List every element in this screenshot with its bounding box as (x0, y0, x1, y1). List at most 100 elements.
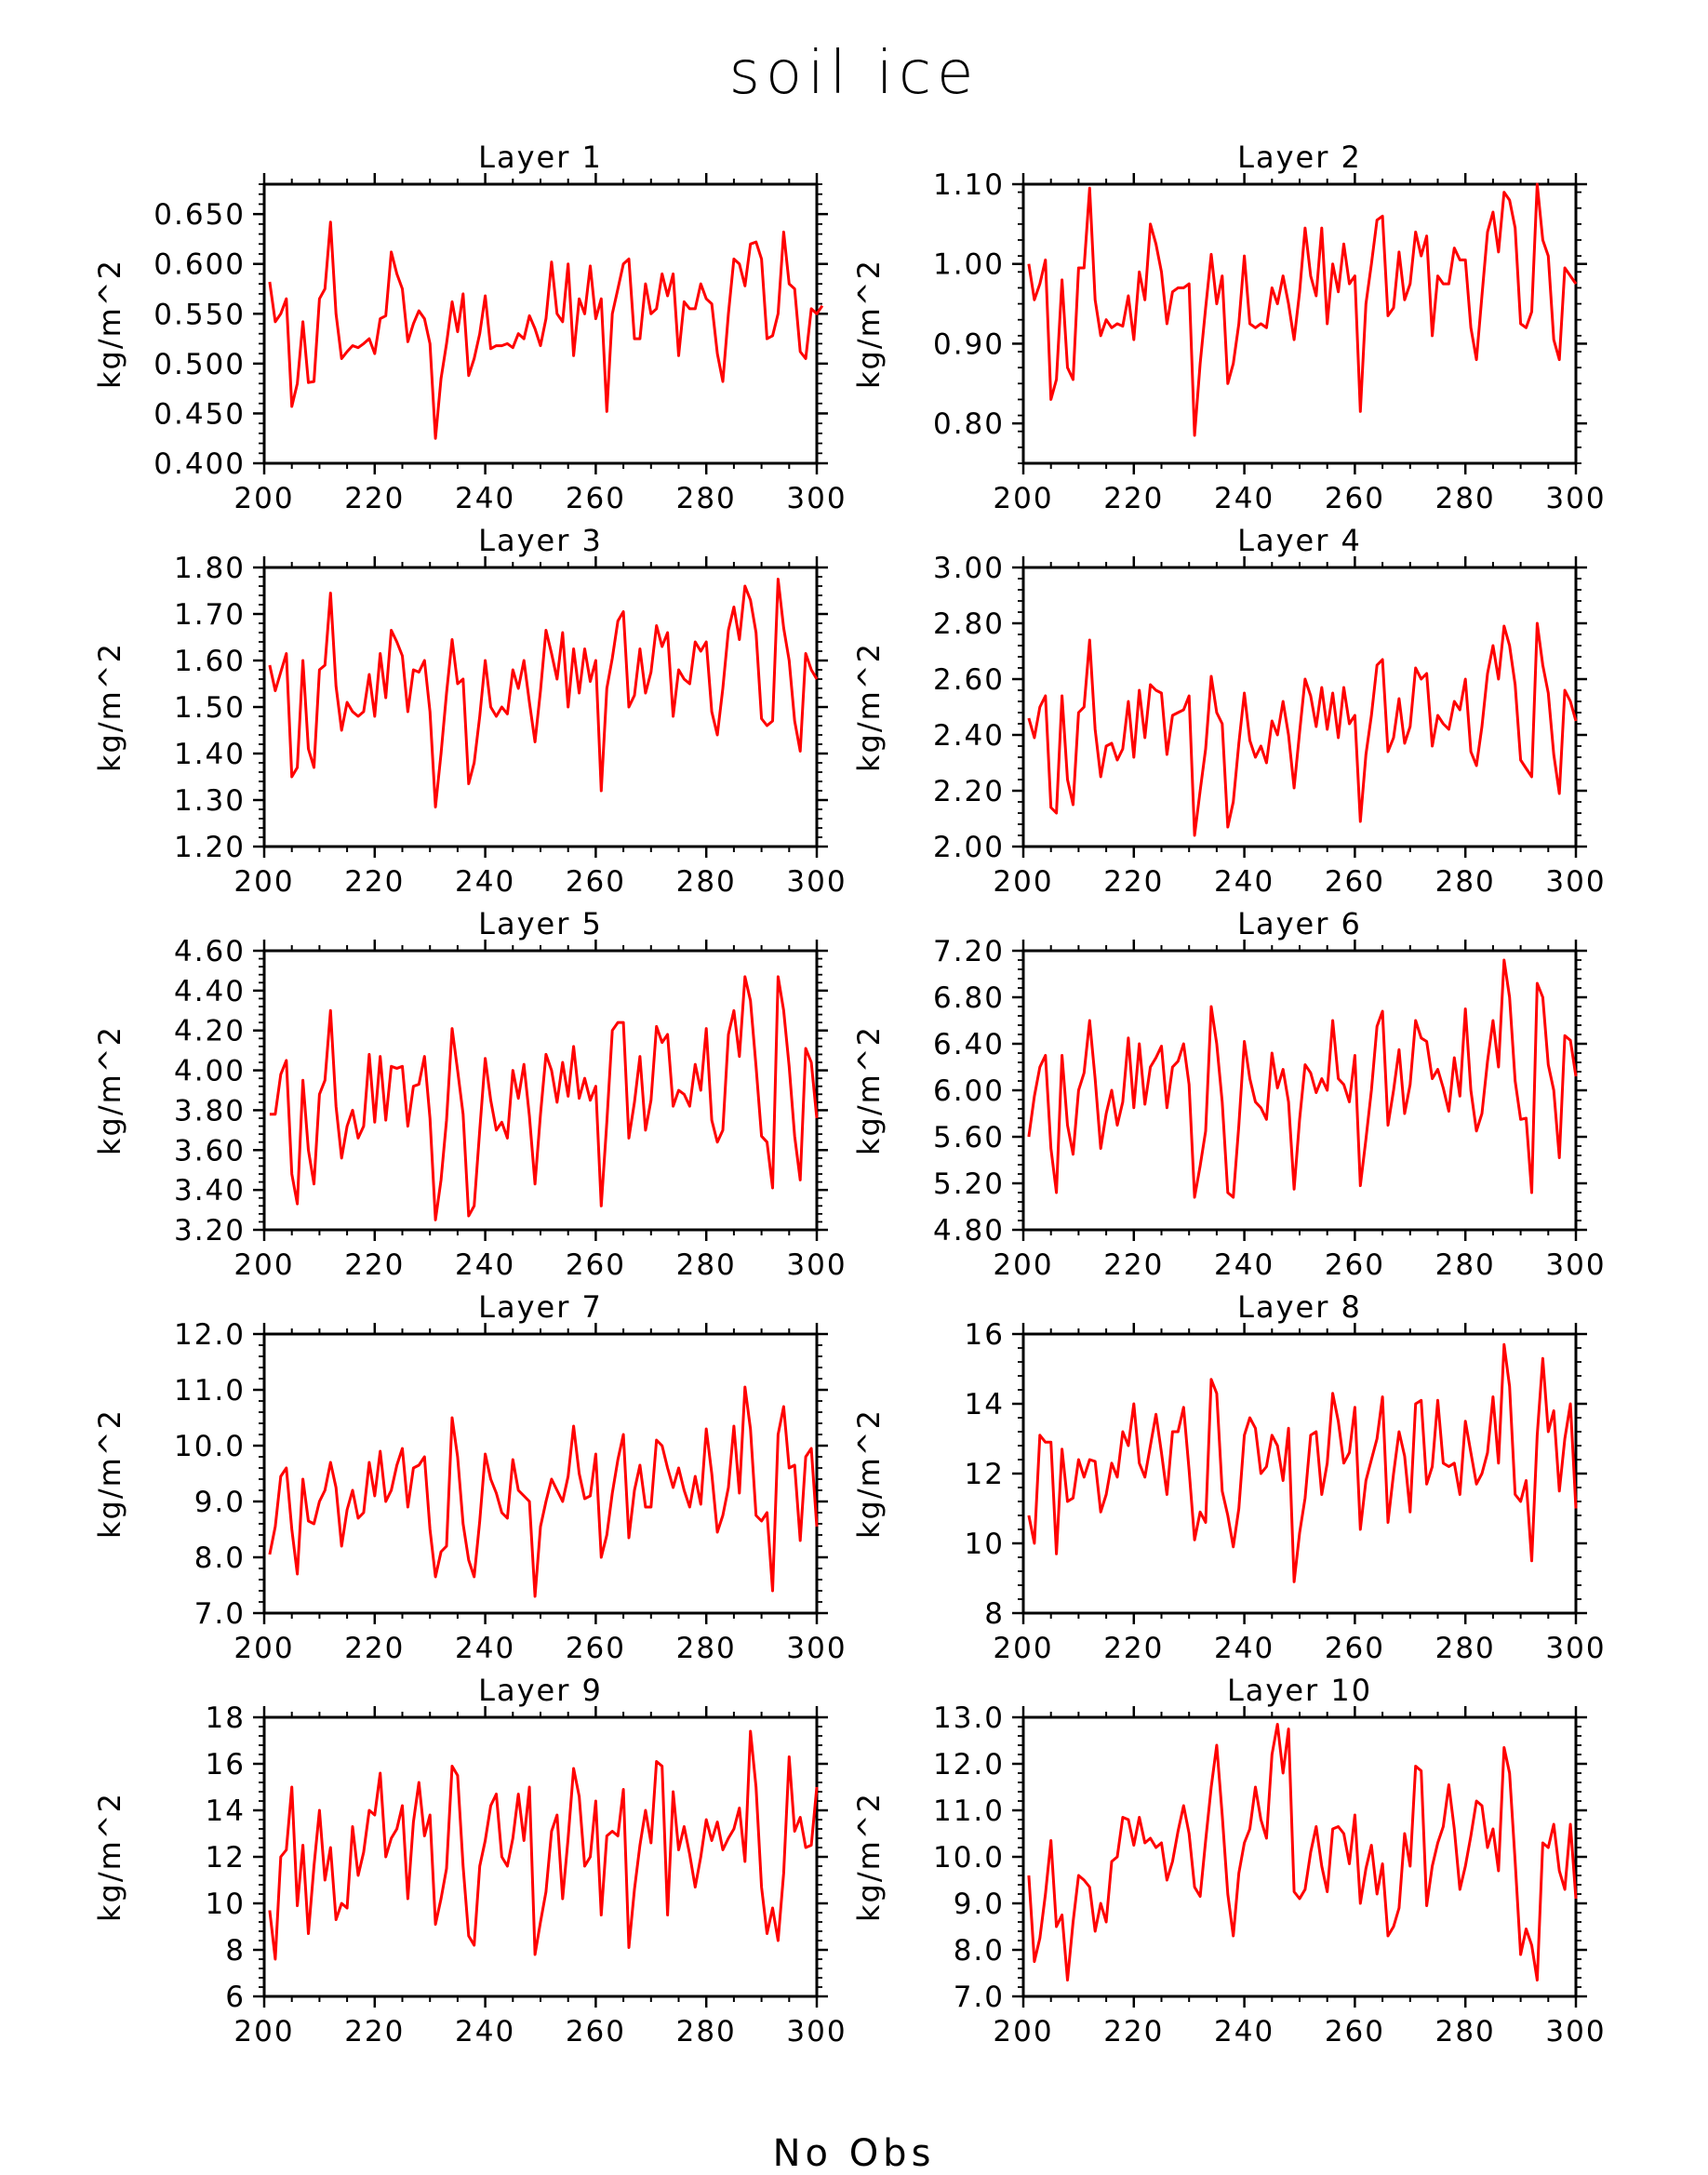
y-tick-label: 12.0 (933, 1748, 1005, 1781)
y-tick-label: 10.0 (933, 1841, 1005, 1875)
panel-7: Layer 7 200 220 240 260 280 300 7.0 8.0 9.0 10.0 11… (92, 1289, 847, 1665)
y-axis-label: kg/m^2 (851, 642, 887, 772)
plot-frame (1021, 1332, 1578, 1615)
y-tick-label: 9.0 (954, 1888, 1005, 1921)
series-line (1027, 958, 1578, 1199)
y-tick-label: 10 (206, 1888, 246, 1921)
x-tick-label: 240 (1214, 865, 1274, 899)
y-tick-label: 18 (206, 1701, 246, 1735)
y-axis-label: kg/m^2 (851, 1408, 887, 1539)
y-tick-label: 0.400 (153, 447, 246, 481)
panel-title: Layer 7 (478, 1289, 603, 1325)
x-tick-label: 240 (1214, 2015, 1274, 2048)
plot-frame (1021, 949, 1578, 1232)
y-tick-label: 4.60 (174, 935, 246, 968)
x-tick-label: 260 (566, 2015, 626, 2048)
y-tick-label: 4.20 (174, 1015, 246, 1048)
y-tick-label: 1.20 (174, 831, 246, 864)
panel-title: Layer 9 (478, 1673, 603, 1708)
y-tick-label: 16 (965, 1318, 1005, 1352)
y-tick-label: 3.20 (174, 1214, 246, 1248)
x-tick-label: 260 (566, 482, 626, 515)
y-tick-label: 2.00 (933, 831, 1005, 864)
series-line (268, 578, 819, 808)
plot-frame (262, 949, 819, 1232)
y-tick-label: 7.0 (194, 1597, 246, 1631)
x-tick-label: 220 (344, 2015, 405, 2048)
x-tick-label: 240 (455, 482, 515, 515)
y-tick-label: 0.450 (153, 397, 246, 431)
panel-title: Layer 6 (1237, 906, 1362, 941)
panel-title: Layer 1 (478, 140, 603, 175)
panel-title: Layer 5 (478, 906, 603, 941)
panel-10: Layer 10 200 220 240 260 280 300 7.0 8.0 9.0 10.0 1… (851, 1673, 1606, 2048)
x-tick-label: 300 (786, 482, 847, 515)
y-tick-label: 1.80 (174, 552, 246, 585)
x-tick-label: 300 (1545, 482, 1606, 515)
x-tick-label: 200 (993, 1632, 1053, 1665)
series-line (1027, 1342, 1578, 1583)
plot-frame (1021, 1715, 1578, 1998)
x-tick-label: 220 (1103, 2015, 1164, 2048)
y-tick-label: 13.0 (933, 1701, 1005, 1735)
panel-1: Layer 1 200 220 240 260 280 300 0.400 0.450 0.500… (92, 140, 847, 515)
x-tick-label: 280 (1435, 1632, 1496, 1665)
x-tick-label: 240 (1214, 482, 1274, 515)
panel-title: Layer 10 (1227, 1673, 1372, 1708)
x-tick-label: 280 (676, 2015, 737, 2048)
x-tick-label: 300 (786, 1248, 847, 1282)
x-tick-label: 300 (786, 1632, 847, 1665)
y-tick-label: 1.30 (174, 784, 246, 818)
plot-frame (262, 1332, 819, 1615)
x-tick-label: 260 (566, 1632, 626, 1665)
y-tick-label: 12 (965, 1458, 1005, 1491)
y-tick-label: 3.80 (174, 1094, 246, 1128)
panel-title: Layer 4 (1237, 523, 1362, 558)
x-tick-label: 220 (1103, 482, 1164, 515)
x-tick-label: 300 (786, 2015, 847, 2048)
y-axis-label: kg/m^2 (92, 1025, 127, 1155)
panel-9: Layer 9 200 220 240 260 280 300 6 8 10 12 14 16 18 kg/… (92, 1673, 847, 2048)
x-tick-label: 240 (455, 1248, 515, 1282)
y-tick-label: 0.550 (153, 298, 246, 331)
panel-4: Layer 4 200 220 240 260 280 300 2.00 2.20 2.40 2.6… (851, 523, 1605, 899)
y-axis-label: kg/m^2 (92, 259, 127, 389)
series-line (268, 1729, 819, 1961)
plot-frame (262, 1715, 819, 1998)
x-tick-label: 280 (676, 865, 737, 899)
x-tick-label: 220 (344, 1248, 405, 1282)
y-tick-label: 7.20 (933, 935, 1005, 968)
y-tick-label: 8.0 (194, 1541, 246, 1575)
x-tick-label: 280 (1435, 1248, 1496, 1282)
y-tick-label: 3.40 (174, 1174, 246, 1208)
y-tick-label: 1.10 (933, 168, 1005, 202)
x-tick-label: 280 (676, 1632, 737, 1665)
x-tick-label: 260 (566, 1248, 626, 1282)
x-tick-label: 300 (1545, 1248, 1606, 1282)
y-tick-label: 3.00 (933, 552, 1005, 585)
x-tick-label: 280 (1435, 865, 1496, 899)
panel-2: Layer 2 200 220 240 260 280 300 0.80 0.90 1.00 1.1… (851, 140, 1606, 515)
x-tick-label: 260 (1325, 482, 1385, 515)
plot-frame (1021, 566, 1578, 848)
y-tick-label: 8.0 (954, 1934, 1005, 1968)
y-tick-label: 4.00 (174, 1055, 246, 1088)
y-tick-label: 14 (206, 1795, 246, 1828)
x-tick-label: 300 (1545, 1632, 1606, 1665)
y-tick-label: 0.600 (153, 248, 246, 282)
figure-title: soil ice (728, 39, 980, 108)
x-tick-label: 220 (344, 1632, 405, 1665)
y-axis-label: kg/m^2 (851, 1792, 887, 1922)
y-axis-label: kg/m^2 (92, 1792, 127, 1922)
panel-6: Layer 6 200 220 240 260 280 300 4.80 5.20 5.60 6.0… (851, 906, 1606, 1282)
x-tick-label: 280 (676, 482, 737, 515)
y-tick-label: 1.60 (174, 645, 246, 678)
x-tick-label: 280 (1435, 482, 1496, 515)
x-tick-label: 200 (234, 1248, 294, 1282)
y-tick-label: 4.40 (174, 975, 246, 1008)
y-tick-label: 10 (965, 1528, 1005, 1561)
x-tick-label: 200 (993, 2015, 1053, 2048)
x-tick-label: 220 (1103, 865, 1164, 899)
x-tick-label: 300 (1545, 2015, 1606, 2048)
x-tick-label: 220 (344, 865, 405, 899)
